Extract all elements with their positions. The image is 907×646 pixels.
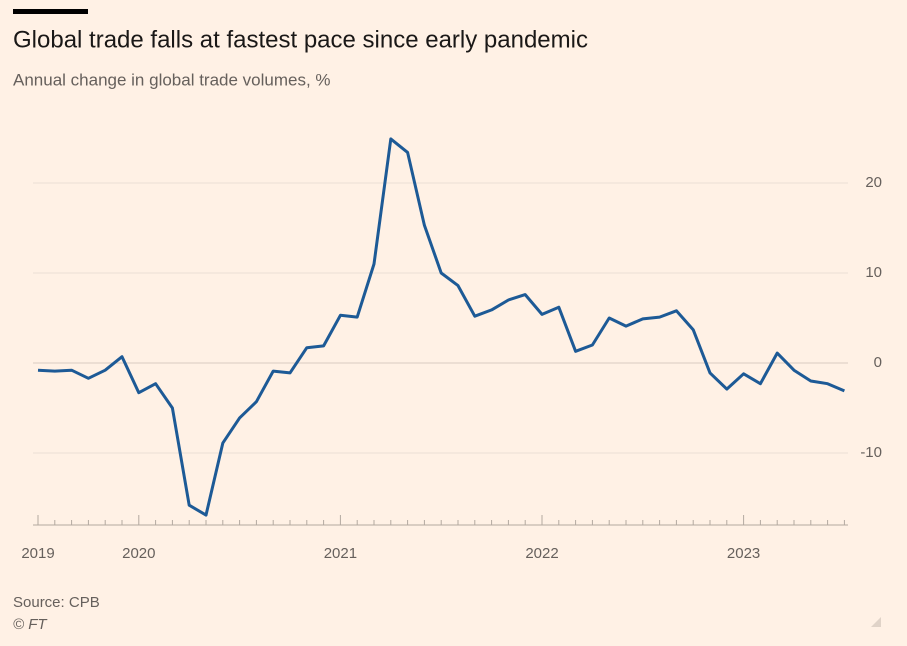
x-tick-label: 2023 (727, 545, 760, 562)
y-tick-label: -10 (860, 444, 882, 461)
credit: © FT (13, 616, 48, 633)
x-tick-label: 2020 (122, 545, 155, 562)
x-tick-label: 2019 (21, 545, 54, 562)
y-tick-label: 0 (874, 354, 882, 371)
source: Source: CPB (13, 594, 100, 611)
brand-bar (13, 9, 88, 14)
chart-subtitle: Annual change in global trade volumes, % (13, 70, 331, 89)
data-line (37, 137, 845, 517)
x-tick-label: 2022 (525, 545, 558, 562)
y-tick-label: 20 (865, 174, 882, 191)
x-tick-label: 2021 (324, 545, 357, 562)
chart-title: Global trade falls at fastest pace since… (13, 26, 588, 53)
resize-icon (871, 617, 881, 627)
y-tick-label: 10 (865, 264, 882, 281)
